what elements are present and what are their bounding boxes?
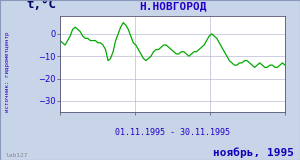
Text: 01.11.1995 - 30.11.1995: 01.11.1995 - 30.11.1995 <box>115 128 230 137</box>
Text: t,°C: t,°C <box>26 0 56 11</box>
Text: источник: гидрометцентр: источник: гидрометцентр <box>5 32 10 112</box>
Text: Н.НОВГОРОД: Н.НОВГОРОД <box>139 2 206 12</box>
Text: lab127: lab127 <box>6 153 28 158</box>
Text: ноябрь, 1995: ноябрь, 1995 <box>213 148 294 158</box>
